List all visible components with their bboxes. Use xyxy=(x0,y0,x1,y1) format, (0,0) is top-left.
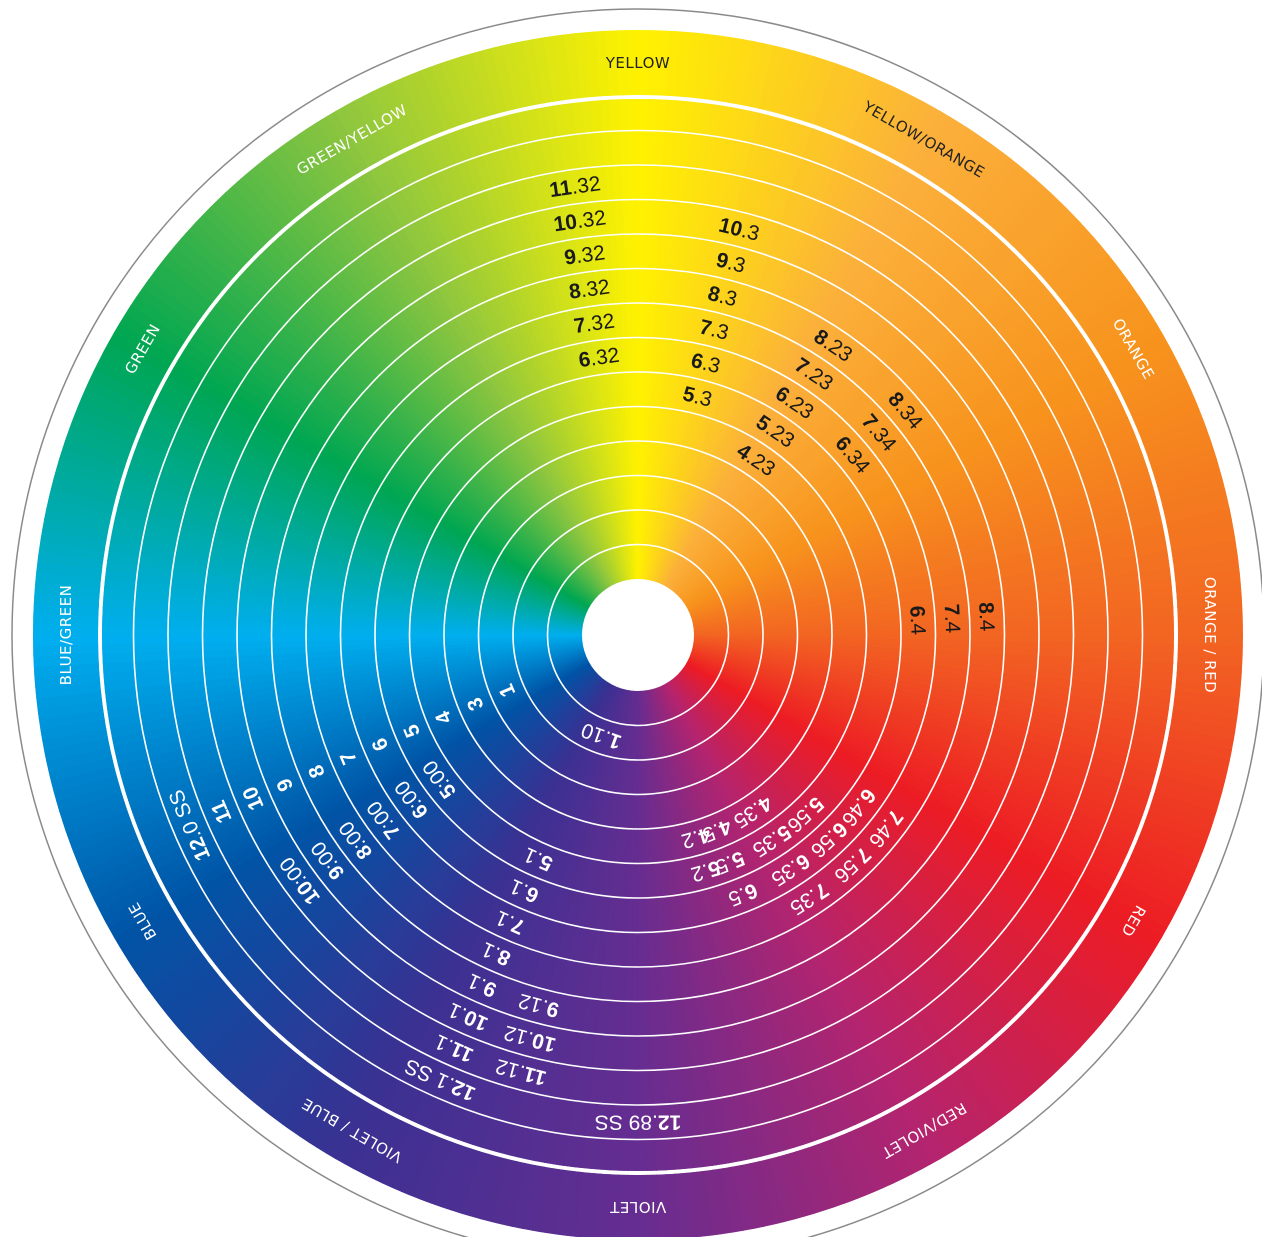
shade-code-tone: .4 xyxy=(975,613,999,632)
shade-code-tone: .32 xyxy=(570,172,602,199)
center-hole xyxy=(582,579,694,691)
ring-line xyxy=(167,164,1109,1106)
ring-line xyxy=(201,198,1075,1072)
shade-code-tone: .2 xyxy=(689,859,712,886)
shade-code: 7.4 xyxy=(940,603,965,634)
shade-code-tone: .32 xyxy=(579,275,611,302)
shade-code: 9.3 xyxy=(714,248,748,277)
shade-code-level: 6 xyxy=(577,347,592,371)
shade-code: 10.3 xyxy=(717,213,762,245)
shade-code: 6.32 xyxy=(577,343,621,371)
shade-code-level: 6 xyxy=(689,348,706,373)
shade-code: 8.4 xyxy=(975,602,1000,633)
shade-code-level: 10 xyxy=(717,213,745,241)
shade-code-tone: .4 xyxy=(941,615,965,634)
shade-code-level: 9 xyxy=(563,245,578,269)
shade-code: 8.3 xyxy=(706,281,740,310)
shade-code: 12.89 SS xyxy=(595,1111,681,1134)
shade-code-level: 7 xyxy=(940,603,964,616)
ring-line xyxy=(546,543,730,727)
ring-line xyxy=(443,440,833,830)
shade-code-tone: .32 xyxy=(575,206,607,233)
outer-label-orange-red: ORANGE / RED xyxy=(1201,577,1219,693)
ring-line xyxy=(374,371,902,899)
shade-code: 8.32 xyxy=(568,275,612,303)
shade-code-level: 12 xyxy=(658,1111,681,1134)
outer-label-violet: VIOLET xyxy=(609,1198,666,1216)
shade-code: 5.3 xyxy=(681,382,715,411)
shade-code-tone: .4 xyxy=(906,617,930,636)
shade-code: 7.32 xyxy=(572,309,616,337)
shade-code: 4.2 xyxy=(679,823,713,853)
shade-code-level: 7 xyxy=(697,315,714,340)
shade-code-tone: .3 xyxy=(692,385,715,412)
shade-code-level: 10 xyxy=(552,210,578,236)
shade-code-tone: .3 xyxy=(739,219,762,246)
shade-code-tone: .3 xyxy=(717,284,740,311)
ring-line xyxy=(236,233,1040,1037)
ring-line xyxy=(408,405,868,865)
shade-code-tone: .3 xyxy=(709,318,732,345)
ring-line xyxy=(132,129,1144,1141)
shade-code: 9.32 xyxy=(563,241,607,269)
outer-label-blue-green: BLUE/GREEN xyxy=(57,585,75,686)
shade-code: 6.3 xyxy=(689,348,723,377)
shade-code: 10.32 xyxy=(552,206,607,236)
shade-code-level: 9 xyxy=(714,248,731,273)
shade-code-level: 8 xyxy=(568,279,583,303)
ring-line xyxy=(339,336,937,934)
shade-code-tone: .89 SS xyxy=(595,1111,658,1134)
shade-code: 6.4 xyxy=(906,605,931,636)
shade-code-level: 9 xyxy=(544,997,561,1022)
concentric-rings xyxy=(132,129,1144,1141)
shade-code-level: 7 xyxy=(572,313,587,337)
shade-code-level: 8 xyxy=(975,602,999,615)
outer-label-yellow: YELLOW xyxy=(605,54,670,72)
shade-code-tone: .32 xyxy=(584,309,616,336)
ring-line xyxy=(477,474,799,796)
shade-code-tone: .2 xyxy=(679,826,702,853)
shade-code: 5.2 xyxy=(689,856,723,886)
ring-line xyxy=(512,509,764,761)
shade-code-tone: .32 xyxy=(589,343,621,370)
shade-code: 7.3 xyxy=(697,315,731,344)
shade-code-tone: .3 xyxy=(700,351,723,378)
ring-line xyxy=(305,302,971,968)
shade-code-level: 11 xyxy=(548,176,574,202)
shade-code-level: 6 xyxy=(906,605,930,618)
shade-code-tone: .32 xyxy=(574,241,606,268)
shade-code: 11.32 xyxy=(548,172,602,202)
shade-code-tone: .3 xyxy=(725,251,748,278)
ring-line xyxy=(270,267,1006,1003)
